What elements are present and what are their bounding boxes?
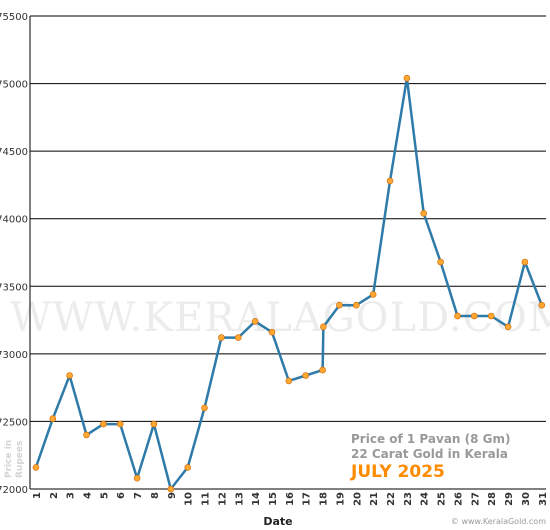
x-tick-label: 8 bbox=[150, 492, 161, 499]
data-point bbox=[83, 431, 90, 439]
info-month: JULY 2025 bbox=[350, 462, 445, 482]
x-tick-label: 18 bbox=[319, 492, 330, 506]
x-tick-label: 22 bbox=[386, 492, 397, 506]
x-tick-label: 10 bbox=[184, 492, 195, 506]
y-axis-label: Price in Rupees bbox=[4, 440, 25, 478]
data-point bbox=[470, 312, 478, 320]
data-point bbox=[320, 323, 327, 331]
data-point bbox=[150, 420, 158, 428]
x-tick-label: 3 bbox=[66, 492, 77, 499]
x-tick-label: 9 bbox=[167, 492, 178, 499]
y-tick-label: 72500 bbox=[0, 417, 28, 428]
series-line bbox=[34, 76, 543, 491]
x-tick-label: 13 bbox=[234, 492, 245, 506]
data-point bbox=[504, 323, 512, 331]
x-tick-label: 16 bbox=[285, 492, 296, 506]
data-point bbox=[352, 301, 360, 309]
y-axis-label-line-2: Rupees bbox=[15, 441, 25, 478]
data-point bbox=[302, 372, 310, 379]
x-tick-label: 4 bbox=[82, 492, 93, 499]
y-axis-label-line-1: Price in bbox=[4, 440, 14, 478]
x-tick-label: 17 bbox=[302, 492, 313, 506]
data-point bbox=[100, 420, 107, 428]
x-tick-label: 1 bbox=[32, 492, 43, 499]
x-tick-label: 2 bbox=[49, 492, 60, 499]
x-tick-label: 30 bbox=[521, 492, 532, 506]
x-tick-label: 21 bbox=[369, 492, 380, 506]
x-tick-label: 27 bbox=[470, 492, 481, 506]
data-point bbox=[218, 334, 225, 341]
data-point bbox=[521, 258, 529, 266]
x-tick-labels: 1 2 3 4 5 6 7 8 9 10 11 12 13 14 15 16 17 18 19 20 21 22 23 24 2… bbox=[32, 492, 549, 506]
data-point bbox=[420, 210, 428, 217]
y-tick-label: 75000 bbox=[0, 80, 28, 91]
x-tick-label: 24 bbox=[420, 492, 431, 506]
credit-text: © www.KeralaGold.com bbox=[451, 517, 546, 526]
data-point bbox=[403, 74, 411, 82]
y-tick-labels: 72000 72500 73000 73500 74000 74500 75000 75500 bbox=[0, 12, 28, 496]
x-tick-label: 29 bbox=[504, 492, 515, 506]
x-tick-label: 6 bbox=[116, 492, 127, 499]
data-point bbox=[184, 464, 191, 471]
info-line-1: Price of 1 Pavan (8 Gm) bbox=[351, 432, 511, 446]
y-tick-label: 74500 bbox=[0, 147, 28, 158]
data-point bbox=[487, 312, 495, 320]
data-point bbox=[437, 258, 444, 266]
data-point bbox=[251, 318, 259, 325]
y-tick-label: 73000 bbox=[0, 350, 28, 361]
data-point bbox=[201, 404, 208, 412]
x-tick-label: 12 bbox=[217, 492, 228, 506]
x-tick-label: 20 bbox=[352, 492, 363, 506]
data-point bbox=[319, 366, 326, 374]
x-tick-label: 26 bbox=[453, 492, 464, 506]
x-tick-label: 5 bbox=[99, 492, 110, 499]
data-point bbox=[66, 372, 73, 379]
x-tick-label: 19 bbox=[335, 492, 346, 506]
x-tick-label: 15 bbox=[268, 492, 279, 506]
data-point bbox=[49, 415, 57, 423]
data-point bbox=[116, 420, 124, 428]
y-tick-label: 75500 bbox=[0, 12, 28, 23]
x-tick-label: 11 bbox=[201, 492, 212, 506]
data-point bbox=[369, 291, 377, 298]
x-tick-label: 31 bbox=[538, 492, 549, 506]
x-tick-label: 23 bbox=[403, 492, 414, 506]
data-point bbox=[32, 464, 40, 471]
data-point bbox=[454, 312, 461, 320]
x-tick-label: 14 bbox=[251, 492, 262, 506]
data-point bbox=[285, 377, 293, 385]
data-point bbox=[538, 301, 546, 309]
x-tick-label: 7 bbox=[133, 492, 144, 499]
watermark: WWW.KERALAGOLD.COM bbox=[10, 295, 550, 341]
x-axis-label: Date bbox=[263, 515, 292, 528]
y-tick-label: 74000 bbox=[0, 215, 28, 226]
data-points bbox=[32, 74, 546, 493]
data-point bbox=[336, 301, 343, 309]
info-line-2: 22 Carat Gold in Kerala bbox=[351, 447, 508, 461]
data-point bbox=[167, 485, 175, 493]
data-point bbox=[268, 328, 276, 336]
data-point bbox=[235, 334, 242, 341]
x-tick-label: 25 bbox=[437, 492, 448, 506]
data-point bbox=[386, 177, 394, 185]
y-tick-label: 72000 bbox=[0, 485, 28, 496]
grid bbox=[30, 15, 546, 490]
x-tick-label: 28 bbox=[487, 492, 498, 506]
y-tick-label: 73500 bbox=[0, 282, 28, 293]
data-point bbox=[133, 474, 141, 482]
